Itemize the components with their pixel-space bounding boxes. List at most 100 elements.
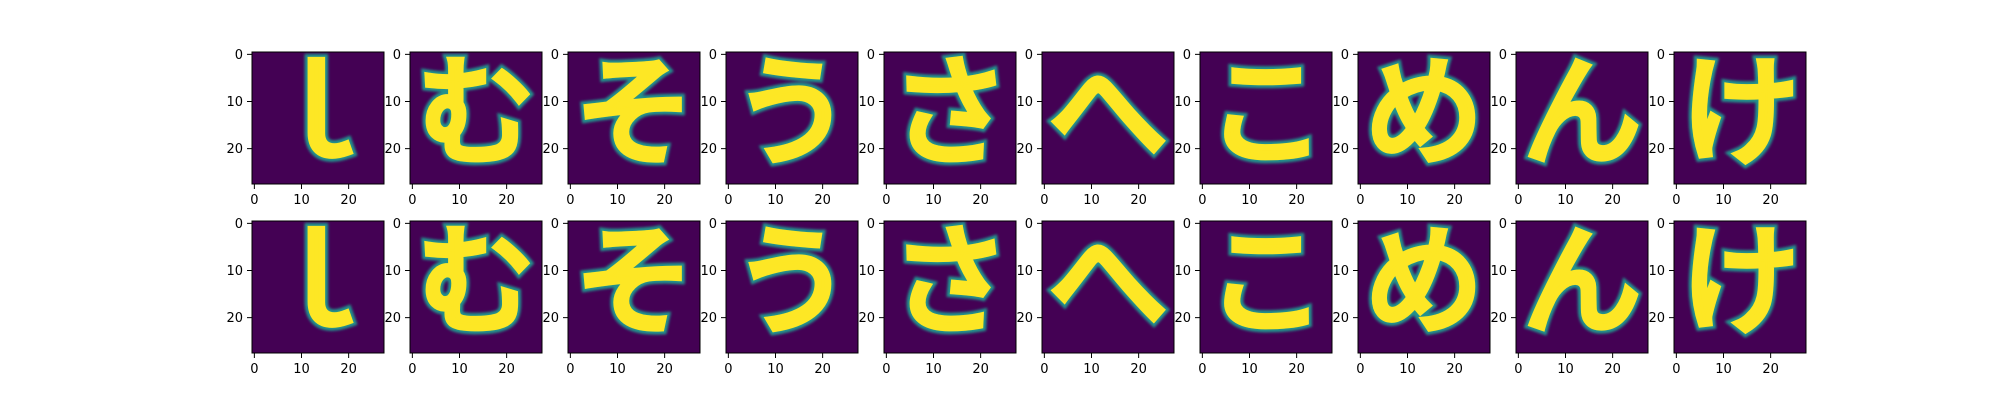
image-panel-r2-c6: へへ 0 10 20 0 10 20 [1016,217,1175,377]
image-panel-r2-c4: うう 0 10 20 0 10 20 [700,217,859,377]
axes-frame [883,220,1017,354]
glyph-halo: そ [575,44,693,182]
x-tick-label: 0 [1514,362,1522,377]
x-tick-label: 10 [1557,362,1574,377]
glyph-core: め [1365,213,1483,351]
x-tick-label: 20 [1604,193,1621,208]
x-tick-label: 20 [656,362,673,377]
x-tick-label: 20 [1288,193,1305,208]
y-tick-label: 20 [542,311,559,326]
glyph-core: ん [1523,44,1641,182]
x-tick-label: 10 [925,362,942,377]
x-tick-label: 0 [1514,193,1522,208]
axes-frame [409,220,543,354]
y-tick-label: 0 [1499,217,1507,232]
glyph-group: うう [728,221,855,353]
image-background [884,221,1016,353]
glyph-group: そそ [570,44,697,184]
glyph-halo: め [1365,213,1483,351]
image-background [1200,52,1332,184]
image-background [1358,221,1490,353]
y-tick-label: 10 [384,95,401,110]
image-panel-r2-c8: めめ 0 10 20 0 10 20 [1332,213,1491,377]
glyph-group: うう [728,44,855,184]
x-tick-label: 0 [1672,193,1680,208]
x-tick-label: 20 [656,193,673,208]
y-tick-label: 0 [1657,48,1665,63]
y-tick-label: 20 [858,311,875,326]
axes-frame [251,51,385,185]
axes-frame [883,51,1017,185]
x-tick-label: 10 [1715,193,1732,208]
y-tick-label: 10 [1490,95,1507,110]
x-tick-label: 0 [1198,193,1206,208]
x-tick-label: 20 [972,362,989,377]
y-tick-label: 0 [867,217,875,232]
image-background [1042,221,1174,353]
glyph-group: めめ [1360,52,1487,184]
y-tick-label: 10 [1332,264,1349,279]
glyph-group: むむ [412,52,539,184]
y-tick-label: 20 [1490,311,1507,326]
glyph-core: ん [1523,213,1641,351]
axes-frame [1673,220,1807,354]
image-panel-r1-c9: んん 0 10 20 0 10 20 [1490,44,1649,208]
y-tick-label: 20 [1332,311,1349,326]
axes-frame [725,220,859,354]
y-tick-label: 20 [858,142,875,157]
y-tick-label: 20 [700,311,717,326]
glyph-group: そそ [570,221,697,353]
y-tick-label: 0 [709,48,717,63]
image-panel-r1-c4: うう 0 10 20 0 10 20 [700,44,859,208]
y-tick-label: 20 [1648,311,1665,326]
image-panel-r2-c3: そそ 0 10 20 0 10 20 [542,217,701,377]
glyph-halo: け [1681,213,1799,351]
glyph-halo: う [733,44,851,182]
y-tick-label: 20 [1016,311,1033,326]
x-tick-label: 0 [408,362,416,377]
x-tick-label: 20 [972,193,989,208]
glyph-group: んん [1518,44,1645,184]
y-tick-label: 10 [700,264,717,279]
axes-frame [725,51,859,185]
x-tick-label: 0 [1356,193,1364,208]
x-tick-label: 0 [1672,362,1680,377]
y-tick-label: 0 [1657,217,1665,232]
glyph-group: めめ [1360,213,1487,353]
y-tick-label: 0 [1341,48,1349,63]
image-panel-r2-c7: ここ 0 10 20 0 10 20 [1174,217,1333,377]
y-tick-label: 10 [542,264,559,279]
y-tick-label: 20 [1174,142,1191,157]
glyph-core: さ [891,44,1009,182]
glyph-group: ｌｌ [254,44,381,184]
image-background [726,221,858,353]
x-tick-label: 20 [1446,193,1463,208]
y-tick-label: 10 [1332,95,1349,110]
x-tick-label: 20 [340,193,357,208]
glyph-core: う [733,44,851,182]
image-background [252,52,384,184]
y-tick-label: 10 [226,95,243,110]
y-tick-label: 20 [700,142,717,157]
axes-frame [251,220,385,354]
y-tick-label: 10 [542,95,559,110]
glyph-group: へへ [1044,221,1171,353]
axes-frame [1673,51,1807,185]
glyph-group: へへ [1044,52,1171,184]
x-tick-label: 10 [767,193,784,208]
axes-frame [567,220,701,354]
image-background [568,52,700,184]
y-tick-label: 10 [1016,264,1033,279]
glyph-group: けけ [1676,52,1803,184]
x-tick-label: 20 [498,362,515,377]
y-tick-label: 10 [1174,95,1191,110]
glyph-halo: ｌ [259,213,377,351]
x-tick-label: 10 [1241,362,1258,377]
x-tick-label: 10 [1399,362,1416,377]
axes-frame [1357,220,1491,354]
glyph-halo: ｌ [259,44,377,182]
glyph-core: そ [575,44,693,182]
x-tick-label: 10 [1557,193,1574,208]
y-tick-label: 20 [1016,142,1033,157]
